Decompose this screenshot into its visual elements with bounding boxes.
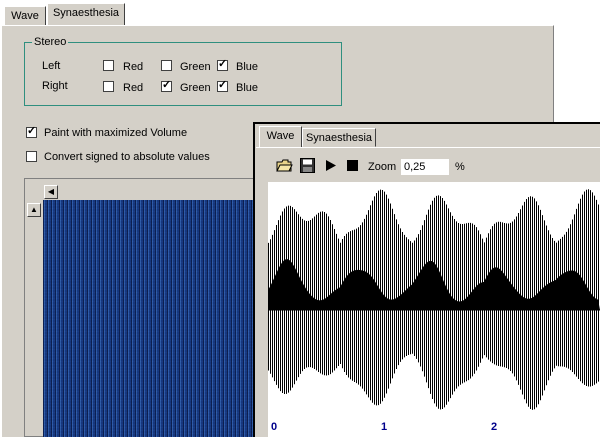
tab-wave-label: Wave [11, 10, 39, 22]
stereo-title: Stereo [32, 36, 69, 49]
scroll-up-button[interactable]: ▲ [27, 203, 41, 217]
check-icon: ✓ [218, 79, 228, 91]
waveform-plot [268, 182, 600, 437]
waveform-view[interactable] [268, 182, 600, 437]
stop-button[interactable] [347, 160, 358, 174]
convert-signed-checkbox[interactable] [26, 151, 37, 162]
left-row-label: Left [42, 60, 61, 72]
left-red-checkbox[interactable] [103, 60, 114, 71]
tab-synaesthesia[interactable]: Synaesthesia [47, 3, 125, 26]
check-icon: ✓ [27, 125, 37, 137]
tab-divider [256, 147, 600, 148]
axis-label-2: 2 [491, 421, 498, 433]
right-red-checkbox[interactable] [103, 81, 114, 92]
check-icon: ✓ [218, 58, 228, 70]
open-folder-button[interactable] [276, 158, 293, 176]
front-tab-synaesthesia-label: Synaesthesia [305, 132, 373, 144]
scroll-left-button[interactable]: ◀ [44, 185, 58, 199]
waveform-envelope [268, 259, 600, 310]
front-tab-synaesthesia[interactable]: Synaesthesia [302, 128, 376, 147]
paint-maximized-volume-checkbox[interactable]: ✓ [26, 125, 37, 138]
play-icon [326, 160, 336, 171]
stereo-groupbox [24, 42, 342, 106]
arrow-up-icon: ▲ [30, 205, 38, 214]
play-button[interactable] [325, 159, 337, 175]
right-blue-label: Blue [236, 82, 259, 94]
right-green-label: Green [180, 82, 211, 94]
axis-label-1: 1 [381, 421, 388, 433]
tab-wave[interactable]: Wave [4, 6, 46, 26]
zoom-input[interactable]: 0,25 [400, 158, 450, 176]
paint-maximized-volume-label: Paint with maximized Volume [44, 127, 188, 139]
front-tab-wave[interactable]: Wave [259, 126, 302, 147]
right-row-label: Right [42, 80, 68, 92]
right-blue-checkbox[interactable]: ✓ [217, 79, 228, 92]
convert-signed-label: Convert signed to absolute values [44, 151, 210, 163]
right-green-checkbox[interactable]: ✓ [161, 79, 172, 92]
zoom-unit: % [455, 161, 465, 173]
left-green-checkbox[interactable] [161, 60, 172, 71]
left-red-label: Red [123, 61, 144, 73]
save-button[interactable] [300, 158, 315, 176]
floppy-disk-icon [300, 158, 315, 173]
right-red-label: Red [123, 82, 144, 94]
left-green-label: Green [180, 61, 211, 73]
left-blue-label: Blue [236, 61, 259, 73]
check-icon: ✓ [162, 79, 172, 91]
spectrogram-canvas[interactable] [43, 200, 264, 437]
folder-icon [276, 159, 293, 172]
arrow-left-icon: ◀ [47, 187, 55, 196]
left-blue-checkbox[interactable]: ✓ [217, 58, 228, 71]
axis-label-0: 0 [271, 421, 278, 433]
tab-synaesthesia-label: Synaesthesia [52, 7, 120, 19]
zoom-label: Zoom [368, 161, 397, 173]
stop-icon [347, 160, 358, 171]
front-tab-wave-label: Wave [266, 130, 295, 142]
